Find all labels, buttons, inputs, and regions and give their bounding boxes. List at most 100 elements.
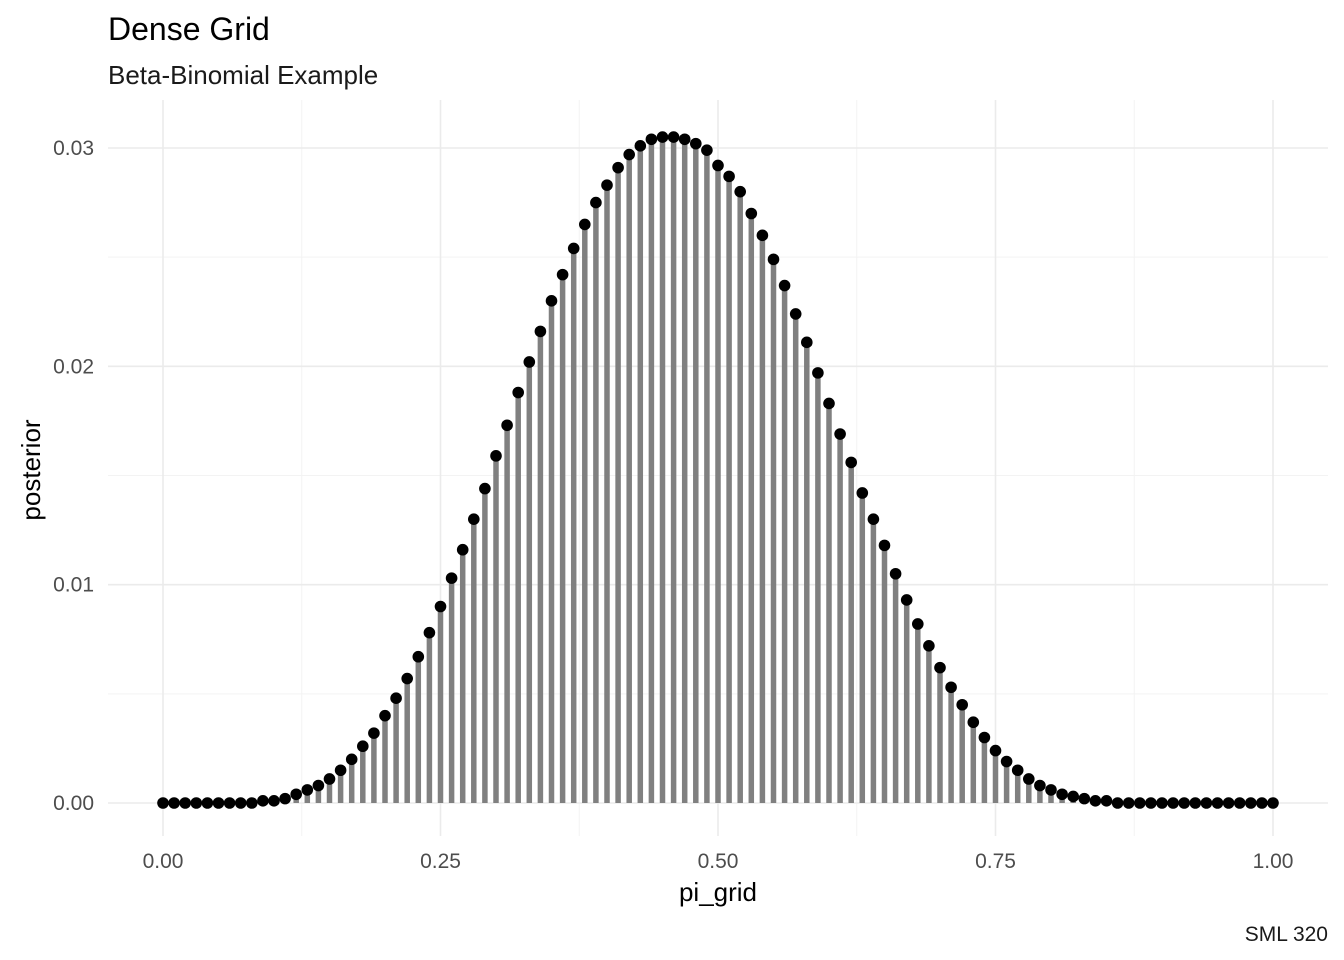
lollipop-point <box>1000 755 1013 768</box>
lollipop-point <box>379 709 391 722</box>
lollipop-point <box>345 753 358 766</box>
x-axis-title: pi_grid <box>679 877 757 907</box>
lollipop-point <box>934 661 946 674</box>
lollipop-point <box>523 356 536 368</box>
lollipop-segments <box>260 137 1110 803</box>
lollipop-point <box>978 731 991 744</box>
lollipop-point <box>1211 797 1224 809</box>
lollipop-point <box>468 513 480 525</box>
lollipop-point <box>168 797 180 809</box>
lollipop-point <box>734 185 746 198</box>
x-axis-ticks: 0.00 0.25 0.50 0.75 1.00 <box>143 850 1294 873</box>
lollipop-point <box>268 795 280 807</box>
lollipop-point <box>1011 764 1024 777</box>
lollipop-point <box>423 626 436 639</box>
lollipop-point <box>967 716 980 729</box>
lollipop-point <box>1045 784 1057 796</box>
lollipop-point <box>867 513 880 525</box>
lollipop-point <box>479 482 491 495</box>
lollipop-point <box>601 179 613 191</box>
y-tick-label: 0.02 <box>53 355 94 378</box>
lollipop-point <box>634 140 647 152</box>
lollipop-point <box>1023 773 1035 785</box>
y-tick-label: 0.01 <box>53 574 94 597</box>
lollipop-point <box>534 325 547 338</box>
lollipop-point <box>1222 797 1235 809</box>
lollipop-point <box>745 207 758 220</box>
chart-caption: SML 320 <box>1245 923 1328 946</box>
y-tick-label: 0.03 <box>53 137 94 160</box>
lollipop-point <box>590 196 602 209</box>
lollipop-point <box>1122 797 1135 809</box>
lollipop-point <box>179 797 191 809</box>
lollipop-point <box>667 131 680 143</box>
lollipop-point <box>856 487 869 499</box>
y-tick-label: 0.00 <box>53 792 94 815</box>
lollipop-point <box>823 397 835 410</box>
lollipop-point <box>812 367 824 379</box>
lollipop-point <box>1267 797 1279 809</box>
lollipop-point <box>701 144 713 156</box>
lollipop-point <box>956 698 968 711</box>
lollipop-point <box>645 133 658 146</box>
x-tick-label: 0.75 <box>975 850 1016 873</box>
lollipop-point <box>1256 797 1268 809</box>
lollipop-point <box>312 779 325 792</box>
lollipop-point <box>357 740 369 753</box>
lollipop-point <box>301 784 314 796</box>
lollipop-point <box>612 161 624 174</box>
lollipop-points <box>157 131 1279 809</box>
lollipop-point <box>1189 797 1202 809</box>
lollipop-point <box>501 419 513 432</box>
lollipop-point <box>912 618 924 630</box>
x-tick-label: 0.50 <box>698 850 739 873</box>
lollipop-point <box>456 543 469 556</box>
y-axis-title: posterior <box>16 419 46 520</box>
lollipop-point <box>923 640 935 652</box>
lollipop-point <box>1111 797 1124 809</box>
x-tick-label: 0.25 <box>420 850 461 873</box>
lollipop-point <box>234 797 247 809</box>
lollipop-point <box>1056 788 1068 801</box>
lollipop-point <box>878 539 891 552</box>
lollipop-point <box>889 567 902 580</box>
lollipop-point <box>434 600 447 613</box>
lollipop-point <box>778 279 791 292</box>
lollipop-point <box>900 594 913 606</box>
lollipop-point <box>223 797 236 809</box>
lollipop-point <box>678 133 691 146</box>
lollipop-point <box>212 797 225 809</box>
lollipop-point <box>656 131 669 143</box>
lollipop-point <box>512 386 524 399</box>
lollipop-point <box>712 159 724 172</box>
chart-title: Dense Grid <box>108 11 270 47</box>
x-tick-label: 0.00 <box>143 850 184 873</box>
lollipop-point <box>623 148 635 161</box>
lollipop-point <box>556 268 569 281</box>
lollipop-point <box>1089 795 1102 807</box>
lollipop-point <box>1034 779 1046 792</box>
lollipop-point <box>1134 797 1146 809</box>
lollipop-point <box>257 795 269 807</box>
lollipop-point <box>1233 797 1246 809</box>
lollipop-point <box>1100 795 1113 807</box>
lollipop-point <box>412 650 425 663</box>
lollipop-point <box>490 450 502 462</box>
lollipop-point <box>157 797 169 809</box>
lollipop-point <box>1200 797 1213 809</box>
lollipop-point <box>845 456 857 469</box>
lollipop-point <box>756 229 769 242</box>
y-axis-ticks: 0.00 0.01 0.02 0.03 <box>53 137 94 815</box>
chart-subtitle: Beta-Binomial Example <box>108 60 378 90</box>
lollipop-point <box>1178 797 1190 809</box>
lollipop-point <box>579 218 591 231</box>
lollipop-point <box>1067 790 1079 803</box>
lollipop-point <box>1145 797 1157 809</box>
lollipop-point <box>1156 797 1168 809</box>
lollipop-point <box>290 788 303 801</box>
lollipop-point <box>390 692 402 705</box>
lollipop-point <box>723 170 735 183</box>
lollipop-point <box>789 308 802 320</box>
lollipop-point <box>834 428 846 440</box>
